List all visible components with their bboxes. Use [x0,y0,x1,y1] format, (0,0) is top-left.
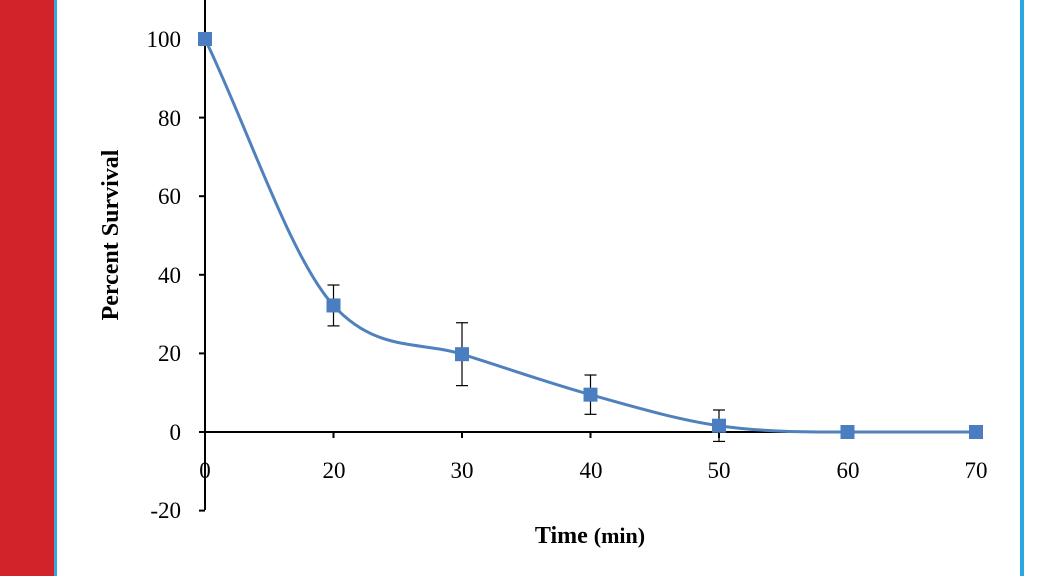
x-tick-label: 50 [708,458,731,483]
x-tick-label: 40 [580,458,603,483]
y-axis-title: Percent Survival [98,149,124,320]
panel-edge-line [54,0,57,576]
data-point-marker [198,32,212,46]
y-tick-label: 0 [170,420,182,445]
data-point-marker [583,387,598,402]
data-point-marker [969,425,983,439]
data-point-marker [840,425,855,439]
data-point-marker [455,347,469,362]
x-tick-label: 70 [965,458,988,483]
series-layer [198,32,983,443]
x-axis-title: Time (min) [535,523,645,549]
data-point-marker [712,418,726,433]
x-tick-label: 30 [451,458,474,483]
x-tick-label: 60 [837,458,860,483]
x-axis-title-unit: (min) [594,523,645,548]
left-accent-band [0,0,54,576]
y-tick-label: 80 [158,106,181,131]
x-tick-labels: 0 20 30 40 50 60 70 [199,458,987,483]
y-tick-label: 100 [147,27,182,52]
y-tick-label: 20 [158,341,181,366]
data-point-marker [326,298,341,313]
y-tick-labels: 100 80 60 40 20 0 -20 [147,27,182,523]
y-tick-label: 60 [158,184,181,209]
survival-curve [203,38,976,434]
x-tick-label: 20 [323,458,346,483]
x-axis-title-text: Time [535,523,588,549]
x-tick-label: 0 [199,458,211,483]
y-tick-label: 40 [158,263,181,288]
right-frame-line [1020,0,1024,576]
y-tick-label: -20 [150,498,181,523]
